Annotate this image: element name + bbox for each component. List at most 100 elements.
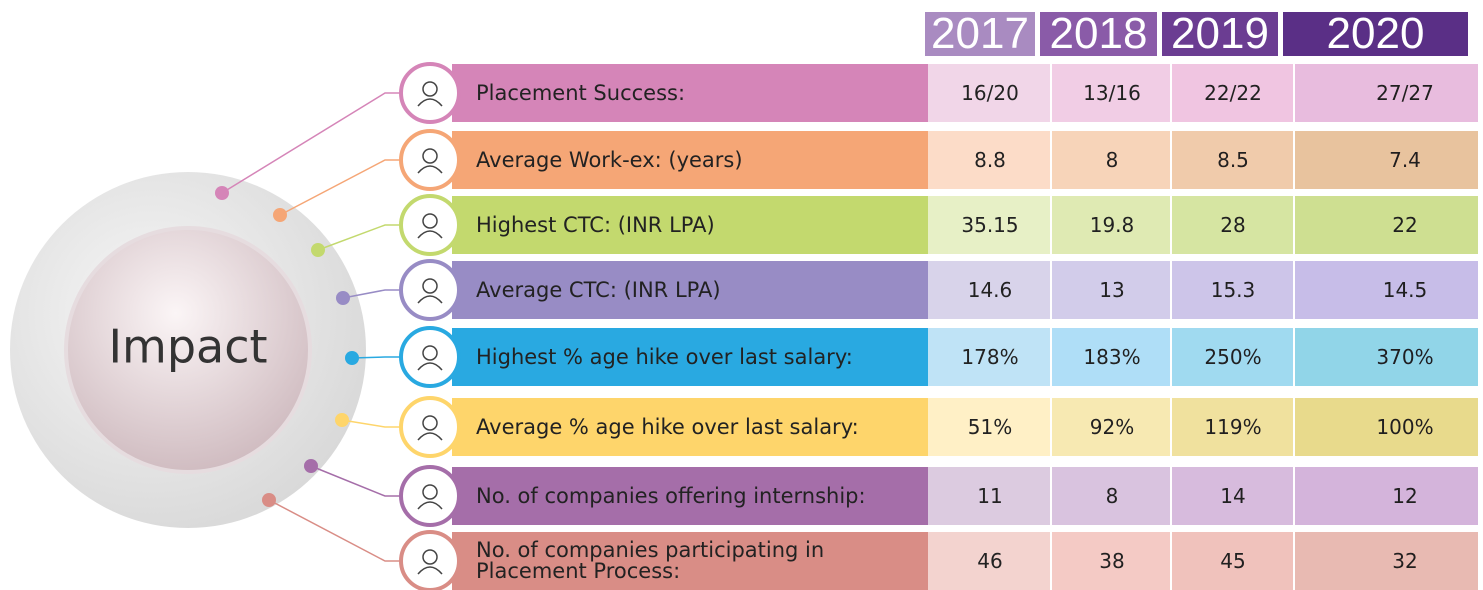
connector-dot [304, 459, 318, 473]
value-text: 92% [1089, 415, 1135, 439]
icon-glyph [422, 148, 438, 164]
icon-ring [399, 129, 461, 191]
value-cell: 8.8 [928, 131, 1050, 189]
value-cell: 8.5 [1172, 131, 1293, 189]
icon-glyph [417, 566, 443, 575]
row-label: Highest CTC: (INR LPA) [452, 196, 928, 254]
value-text: 22 [1392, 213, 1418, 237]
icon-glyph [422, 415, 438, 431]
connector-dot [262, 493, 276, 507]
value-text: 183% [1083, 345, 1141, 369]
row-label: No. of companies offering internship: [452, 467, 928, 525]
icon-glyph [417, 230, 443, 239]
value-cell: 19.8 [1052, 196, 1170, 254]
icon-ring [399, 530, 461, 590]
value-text: 119% [1204, 415, 1262, 439]
value-cell: 15.3 [1172, 261, 1293, 319]
value-cell: 14.5 [1295, 261, 1478, 319]
value-cell: 38 [1052, 532, 1170, 590]
connector-dot [273, 208, 287, 222]
connector [279, 159, 400, 216]
icon-glyph [422, 81, 438, 97]
row-label: No. of companies participating in Placem… [452, 532, 928, 590]
connector [268, 499, 400, 562]
value-cell: 16/20 [928, 64, 1050, 122]
value-cell: 51% [928, 398, 1050, 456]
connector-dot [215, 186, 229, 200]
value-text: 38 [1099, 549, 1125, 573]
value-text: 14 [1220, 484, 1246, 508]
value-cell: 119% [1172, 398, 1293, 456]
value-cell: 13 [1052, 261, 1170, 319]
connector-dot [311, 243, 325, 257]
value-text: 15.3 [1210, 278, 1256, 302]
value-cell: 250% [1172, 328, 1293, 386]
value-text: 8 [1105, 484, 1119, 508]
year-header: 2018 [1040, 9, 1157, 58]
value-cell: 45 [1172, 532, 1293, 590]
year-header: 2020 [1283, 9, 1468, 58]
value-text: 250% [1204, 345, 1262, 369]
icon-glyph [422, 278, 438, 294]
connector [310, 465, 400, 497]
value-text: 13 [1099, 278, 1125, 302]
icon-ring [399, 194, 461, 256]
year-header: 2017 [925, 9, 1035, 58]
connector [317, 224, 400, 251]
value-text: 45 [1220, 549, 1246, 573]
value-cell: 14 [1172, 467, 1293, 525]
value-cell: 22/22 [1172, 64, 1293, 122]
icon-ring [399, 62, 461, 124]
icon-glyph [422, 549, 438, 565]
icon-ring [399, 259, 461, 321]
connector [351, 356, 400, 359]
value-cell: 8 [1052, 131, 1170, 189]
value-text: 32 [1392, 549, 1418, 573]
value-cell: 46 [928, 532, 1050, 590]
icon-glyph [417, 98, 443, 107]
icon-glyph [417, 295, 443, 304]
value-cell: 183% [1052, 328, 1170, 386]
icon-glyph [422, 345, 438, 361]
icon-ring [399, 465, 461, 527]
value-text: 51% [967, 415, 1013, 439]
value-text: 27/27 [1376, 81, 1434, 105]
value-cell: 370% [1295, 328, 1478, 386]
value-text: 46 [977, 549, 1003, 573]
value-text: 7.4 [1389, 148, 1421, 172]
year-header: 2019 [1162, 9, 1278, 58]
value-text: 28 [1220, 213, 1246, 237]
value-cell: 92% [1052, 398, 1170, 456]
value-text: 178% [961, 345, 1019, 369]
hub-label: Impact [108, 320, 267, 374]
icon-ring [399, 396, 461, 458]
value-cell: 13/16 [1052, 64, 1170, 122]
connector [342, 289, 400, 299]
value-text: 8 [1105, 148, 1119, 172]
value-text: 12 [1392, 484, 1418, 508]
value-cell: 11 [928, 467, 1050, 525]
value-text: 35.15 [961, 213, 1019, 237]
value-cell: 8 [1052, 467, 1170, 525]
value-text: 8.8 [974, 148, 1006, 172]
row-label: Highest % age hike over last salary: [452, 328, 928, 386]
icon-glyph [417, 432, 443, 441]
value-text: 14.5 [1382, 278, 1428, 302]
connector-dot [345, 351, 359, 365]
value-cell: 7.4 [1295, 131, 1478, 189]
value-text: 11 [977, 484, 1003, 508]
row-label: Placement Success: [452, 64, 928, 122]
icon-glyph [417, 362, 443, 371]
icon-glyph [422, 213, 438, 229]
connector [221, 92, 400, 194]
value-text: 22/22 [1204, 81, 1262, 105]
value-text: 19.8 [1089, 213, 1135, 237]
value-cell: 12 [1295, 467, 1478, 525]
hub-inner [64, 226, 312, 474]
icon-glyph [422, 484, 438, 500]
value-cell: 22 [1295, 196, 1478, 254]
icon-glyph [417, 501, 443, 510]
